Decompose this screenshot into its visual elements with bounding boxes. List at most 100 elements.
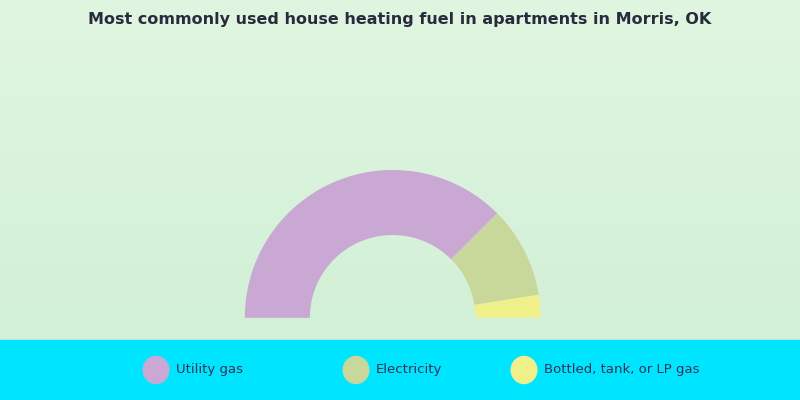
Bar	[0, 44, 800, 46]
Bar	[0, 14, 800, 15]
Bar	[0, 97, 800, 99]
Bar	[0, 134, 800, 136]
Bar	[0, 7, 800, 8]
Bar	[0, 20, 800, 22]
Bar	[0, 326, 800, 328]
Bar	[0, 243, 800, 245]
Bar	[0, 270, 800, 272]
Bar	[0, 272, 800, 274]
Text: Electricity: Electricity	[376, 364, 442, 376]
Bar	[0, 104, 800, 106]
Ellipse shape	[511, 356, 537, 384]
Bar	[0, 238, 800, 240]
Bar	[0, 264, 800, 265]
Bar	[0, 248, 800, 250]
Bar	[0, 99, 800, 100]
Bar	[0, 5, 800, 7]
Bar	[0, 258, 800, 260]
Bar	[0, 321, 800, 323]
Bar	[0, 298, 800, 299]
Bar	[0, 184, 800, 185]
Bar	[0, 17, 800, 19]
Bar	[0, 92, 800, 94]
Bar	[0, 32, 800, 34]
Bar	[0, 144, 800, 146]
Bar	[0, 36, 800, 38]
Bar	[0, 212, 800, 214]
Bar	[0, 60, 800, 61]
Bar	[0, 219, 800, 221]
Bar	[0, 241, 800, 243]
Bar	[0, 153, 800, 155]
Bar	[0, 218, 800, 219]
Bar	[0, 304, 800, 306]
Bar	[0, 308, 800, 310]
Bar	[0, 194, 800, 196]
Bar	[0, 260, 800, 262]
Bar	[0, 279, 800, 280]
Bar	[0, 197, 800, 199]
Bar	[0, 22, 800, 24]
Bar	[0, 310, 800, 311]
Bar	[0, 236, 800, 238]
Bar	[0, 276, 800, 277]
Bar	[0, 63, 800, 64]
Bar	[0, 76, 800, 78]
Bar	[0, 83, 800, 85]
Bar	[0, 119, 800, 121]
Bar	[0, 49, 800, 51]
Bar	[0, 306, 800, 308]
Bar	[0, 187, 800, 189]
Bar	[0, 51, 800, 53]
Bar	[0, 311, 800, 313]
Bar	[0, 224, 800, 226]
Bar	[0, 314, 800, 316]
Bar	[0, 53, 800, 54]
Bar	[0, 226, 800, 228]
Bar	[0, 328, 800, 330]
Bar	[0, 284, 800, 286]
Bar	[0, 66, 800, 68]
Bar	[0, 262, 800, 264]
Bar	[0, 269, 800, 270]
Bar	[0, 318, 800, 320]
Bar	[0, 296, 800, 298]
Bar	[0, 158, 800, 160]
Bar	[0, 170, 800, 172]
Bar	[0, 294, 800, 296]
Ellipse shape	[343, 356, 369, 384]
Bar	[0, 286, 800, 287]
Bar	[0, 128, 800, 129]
Bar	[0, 234, 800, 236]
Bar	[0, 250, 800, 252]
Bar	[0, 0, 800, 2]
Bar	[0, 231, 800, 233]
Bar	[0, 12, 800, 14]
Bar	[0, 301, 800, 302]
Bar	[0, 26, 800, 27]
Bar	[0, 141, 800, 143]
Bar	[0, 19, 800, 20]
Bar	[0, 61, 800, 63]
Bar	[0, 2, 800, 3]
Bar	[0, 277, 800, 279]
Ellipse shape	[143, 356, 169, 384]
Bar	[0, 70, 800, 71]
Bar	[0, 338, 800, 340]
Bar	[0, 85, 800, 87]
Bar	[0, 38, 800, 39]
Bar	[0, 240, 800, 241]
Bar	[0, 255, 800, 257]
Bar	[0, 131, 800, 133]
Bar	[0, 228, 800, 230]
Bar	[0, 199, 800, 200]
Bar	[0, 289, 800, 291]
Bar	[0, 56, 800, 58]
Bar	[0, 214, 800, 216]
Bar	[0, 29, 800, 31]
Bar	[0, 88, 800, 90]
Bar	[0, 71, 800, 73]
Bar	[0, 94, 800, 95]
Bar	[0, 287, 800, 289]
Bar	[0, 8, 800, 10]
